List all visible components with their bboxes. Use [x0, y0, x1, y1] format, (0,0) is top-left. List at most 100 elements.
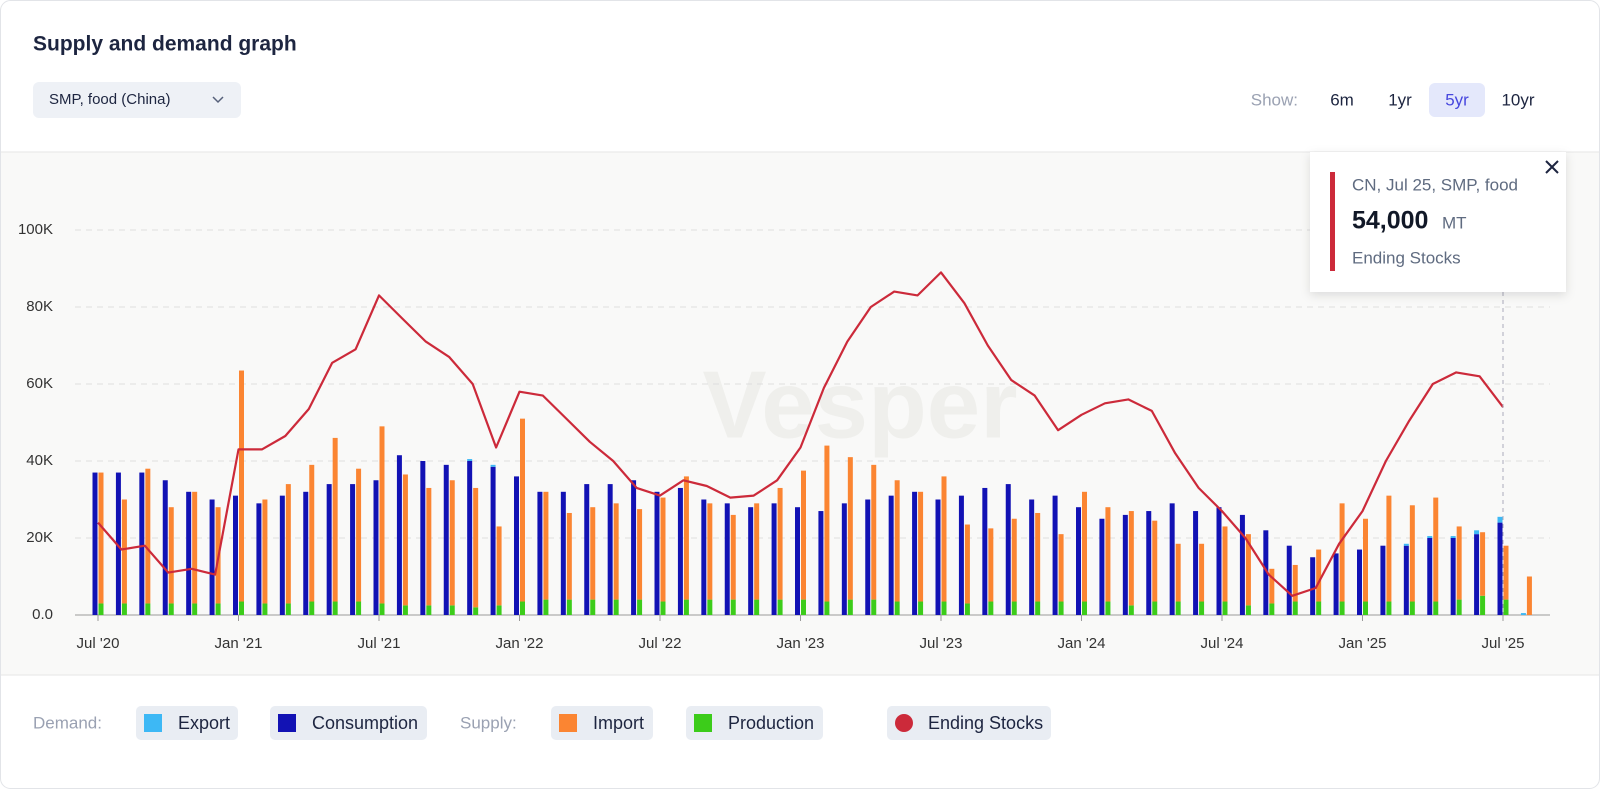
bar-segment — [402, 474, 408, 606]
bar-segment — [824, 601, 830, 615]
bar-segment — [1497, 522, 1503, 615]
legend-chip[interactable] — [270, 706, 427, 740]
legend-chip[interactable] — [887, 706, 1051, 740]
bar-segment — [707, 599, 713, 615]
bar-segment — [514, 476, 519, 615]
bar-segment — [566, 512, 572, 600]
bar-segment — [871, 464, 877, 600]
bar-segment — [496, 526, 502, 606]
bar-segment — [1497, 516, 1503, 523]
range-button[interactable]: 10yr — [1501, 90, 1534, 109]
bar-segment — [1456, 526, 1462, 600]
bar-segment — [1222, 526, 1228, 602]
bar-segment — [1146, 511, 1152, 615]
bar-segment — [1263, 530, 1269, 615]
bar-segment — [701, 499, 707, 615]
dropdown[interactable] — [33, 82, 241, 118]
bar-segment — [1474, 530, 1480, 535]
bar-segment — [467, 459, 473, 461]
bar-segment — [801, 470, 806, 600]
x-tick-label: Jan '21 — [215, 635, 263, 652]
bar-segment — [98, 472, 104, 604]
bar-segment — [145, 468, 151, 604]
y-tick-label: 0.0 — [32, 606, 53, 623]
bar-segment — [239, 370, 244, 602]
close-button[interactable] — [1545, 160, 1559, 174]
bar-segment — [396, 455, 402, 615]
legend-group-label: Demand: — [33, 713, 102, 732]
bar-segment — [98, 603, 104, 615]
bar-segment — [988, 601, 994, 615]
bar-segment — [350, 484, 356, 615]
bar-segment — [988, 528, 994, 602]
x-tick-label: Jan '25 — [1339, 635, 1387, 652]
bar-segment — [631, 480, 637, 615]
bar-segment — [1199, 543, 1205, 602]
bar-segment — [326, 484, 332, 615]
bar-segment — [209, 499, 215, 615]
bar-segment — [121, 603, 127, 615]
bar-segment — [847, 599, 853, 615]
bar-segment — [402, 605, 408, 615]
line-series — [97, 271, 1504, 597]
bar-segment — [607, 484, 613, 615]
tooltip-series: Ending Stocks — [1352, 248, 1461, 267]
bar-segment — [1409, 601, 1415, 615]
bar-segment — [1503, 545, 1509, 600]
y-tick-label: 80K — [26, 298, 53, 315]
bar-segment — [1269, 603, 1275, 615]
legend-swatch — [278, 714, 296, 732]
bar-segment — [309, 464, 315, 602]
bar-segment — [279, 495, 285, 615]
legend-chip[interactable] — [686, 706, 823, 740]
bar-segment — [654, 491, 660, 615]
bar-segment — [918, 601, 924, 615]
bar-segment — [1052, 495, 1058, 615]
range-active-bg — [1429, 83, 1485, 117]
bar-segment — [1409, 505, 1415, 602]
bar-segment — [1175, 543, 1181, 602]
range-button[interactable]: 1yr — [1388, 90, 1412, 109]
bar-segment — [192, 491, 198, 604]
bar-segment — [801, 599, 806, 615]
bar-segment — [121, 499, 127, 604]
bar-segment — [1011, 518, 1017, 602]
bar-segment — [818, 511, 824, 615]
bar-segment — [918, 491, 924, 602]
bar-segment — [537, 491, 543, 615]
bar-segment — [1035, 512, 1041, 602]
bar-segment — [1286, 545, 1292, 615]
bar-segment — [1216, 507, 1222, 615]
bar-segment — [426, 605, 432, 615]
bar-segment — [1222, 601, 1228, 615]
bar-segment — [426, 487, 432, 606]
range-button[interactable]: 6m — [1330, 90, 1354, 109]
bar-segment — [935, 499, 941, 615]
bar-segment — [724, 503, 730, 615]
bar-segment — [303, 491, 309, 615]
bar-segment — [543, 599, 549, 615]
bar-segment — [420, 461, 426, 615]
bar-segment — [1058, 534, 1064, 602]
range-buttons: 6m 1yr 5yr 10yr — [1330, 83, 1535, 117]
bar-segment — [1403, 545, 1409, 615]
legend-group-label: Supply: — [460, 713, 517, 732]
x-tick-label: Jul '25 — [1482, 635, 1525, 652]
bar-segment — [1128, 605, 1134, 615]
bar-segment — [841, 503, 847, 615]
bar-segment — [215, 603, 221, 615]
bar-segment — [660, 601, 666, 615]
tooltip-unit: MT — [1442, 213, 1467, 232]
bar-segment — [1363, 518, 1368, 602]
tooltip-title: CN, Jul 25, SMP, food — [1352, 175, 1518, 194]
bar-segment — [707, 503, 713, 600]
range-button[interactable]: 5yr — [1445, 90, 1469, 109]
bar-segment — [520, 601, 525, 615]
bar-segment — [1269, 568, 1275, 604]
bar-segment — [1333, 553, 1339, 615]
legend: Consumption Export Production Import Ending … — [136, 706, 1051, 740]
bar-segment — [192, 603, 198, 615]
bar-segment — [1526, 576, 1532, 615]
bar-segment — [560, 491, 566, 615]
tooltip-accent — [1330, 172, 1335, 271]
